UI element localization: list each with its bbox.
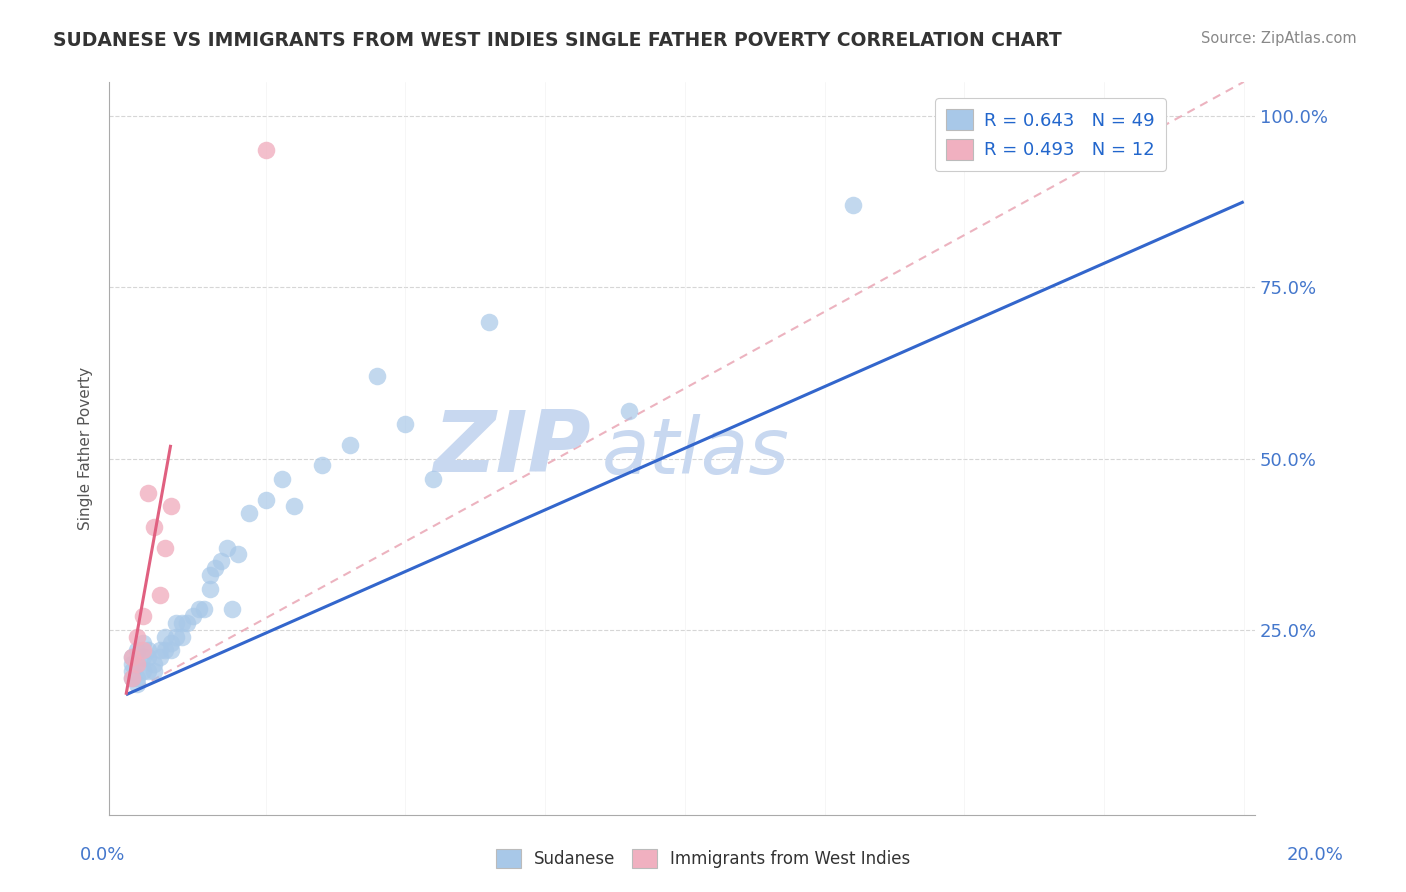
- Point: [204, 561, 226, 575]
- Point: [127, 657, 149, 671]
- Point: [138, 485, 160, 500]
- Point: [238, 506, 260, 520]
- Point: [138, 664, 160, 678]
- Point: [127, 657, 149, 671]
- Text: atlas: atlas: [602, 414, 790, 490]
- Point: [142, 657, 165, 671]
- Legend: R = 0.643   N = 49, R = 0.493   N = 12: R = 0.643 N = 49, R = 0.493 N = 12: [935, 98, 1166, 170]
- Point: [138, 650, 160, 665]
- Text: SUDANESE VS IMMIGRANTS FROM WEST INDIES SINGLE FATHER POVERTY CORRELATION CHART: SUDANESE VS IMMIGRANTS FROM WEST INDIES …: [53, 31, 1062, 50]
- Text: 20.0%: 20.0%: [1286, 846, 1343, 863]
- Point: [215, 541, 238, 555]
- Point: [148, 643, 170, 657]
- Legend: Sudanese, Immigrants from West Indies: Sudanese, Immigrants from West Indies: [489, 842, 917, 875]
- Point: [132, 609, 155, 624]
- Point: [127, 671, 149, 685]
- Point: [339, 438, 361, 452]
- Point: [170, 630, 193, 644]
- Point: [165, 630, 187, 644]
- Point: [283, 500, 305, 514]
- Text: Source: ZipAtlas.com: Source: ZipAtlas.com: [1201, 31, 1357, 46]
- Point: [132, 664, 155, 678]
- Point: [181, 609, 204, 624]
- Point: [153, 541, 176, 555]
- Point: [221, 602, 243, 616]
- Y-axis label: Single Father Poverty: Single Father Poverty: [79, 367, 93, 530]
- Point: [198, 568, 221, 582]
- Point: [121, 657, 143, 671]
- Point: [153, 630, 176, 644]
- Point: [394, 417, 416, 432]
- Point: [271, 472, 294, 486]
- Point: [254, 492, 277, 507]
- Point: [165, 615, 187, 630]
- Point: [142, 664, 165, 678]
- Point: [617, 403, 640, 417]
- Point: [209, 554, 232, 568]
- Point: [311, 458, 333, 473]
- Point: [366, 369, 388, 384]
- Point: [422, 472, 444, 486]
- Point: [148, 589, 170, 603]
- Point: [841, 198, 863, 212]
- Point: [226, 547, 249, 561]
- Text: ZIP: ZIP: [433, 407, 591, 490]
- Point: [193, 602, 215, 616]
- Point: [478, 314, 501, 328]
- Point: [254, 144, 277, 158]
- Point: [121, 664, 143, 678]
- Point: [127, 677, 149, 691]
- Point: [127, 630, 149, 644]
- Point: [138, 643, 160, 657]
- Point: [153, 643, 176, 657]
- Point: [132, 636, 155, 650]
- Point: [121, 671, 143, 685]
- Point: [121, 671, 143, 685]
- Point: [148, 650, 170, 665]
- Point: [159, 500, 181, 514]
- Point: [170, 615, 193, 630]
- Point: [121, 650, 143, 665]
- Point: [121, 650, 143, 665]
- Point: [127, 643, 149, 657]
- Point: [176, 615, 198, 630]
- Point: [198, 582, 221, 596]
- Point: [159, 636, 181, 650]
- Point: [159, 643, 181, 657]
- Point: [132, 643, 155, 657]
- Point: [132, 650, 155, 665]
- Point: [142, 520, 165, 534]
- Point: [187, 602, 209, 616]
- Text: 0.0%: 0.0%: [80, 846, 125, 863]
